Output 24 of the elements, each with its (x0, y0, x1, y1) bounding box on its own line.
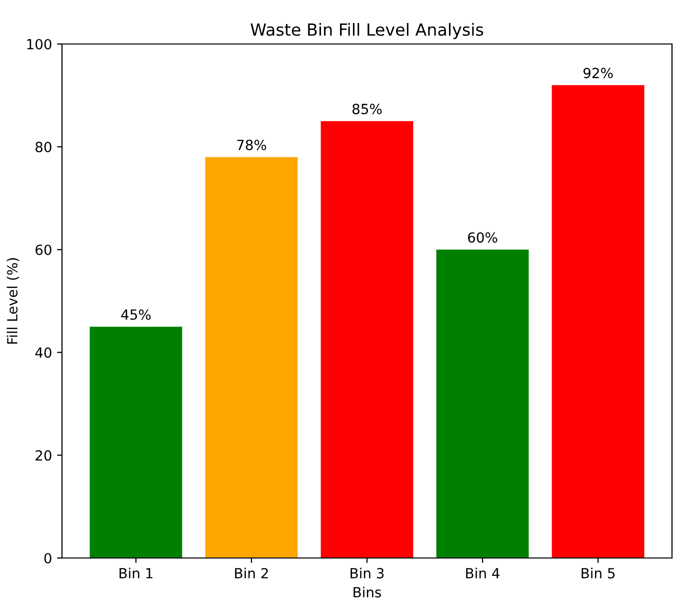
x-tick-label: Bin 5 (582, 568, 615, 578)
bar (90, 326, 182, 558)
y-tick-label: 80 (36, 142, 52, 152)
y-axis-title: Fill Level (%) (6, 258, 20, 344)
x-axis-title: Bins (354, 586, 382, 598)
bar (552, 85, 644, 558)
bar (320, 121, 414, 558)
data-label: 45% (121, 309, 151, 320)
data-label: 60% (468, 232, 498, 243)
chart-title: Waste Bin Fill Level Analysis (250, 23, 484, 40)
data-label: 85% (352, 104, 382, 114)
bar (436, 250, 529, 558)
y-tick-label: 40 (35, 347, 52, 358)
bar (205, 157, 298, 558)
y-tick-label: 0 (44, 552, 52, 564)
x-tick-label: Bin 2 (235, 568, 268, 578)
y-tick-label: 60 (36, 244, 52, 256)
y-tick-label: 100 (27, 38, 52, 50)
x-tick-label: Bin 4 (466, 568, 500, 578)
x-tick-label: Bin 3 (350, 568, 384, 578)
data-label: 92% (584, 68, 613, 78)
y-tick-label: 20 (36, 450, 52, 461)
data-label: 78% (237, 140, 266, 150)
x-tick-label: Bin 1 (120, 568, 152, 578)
